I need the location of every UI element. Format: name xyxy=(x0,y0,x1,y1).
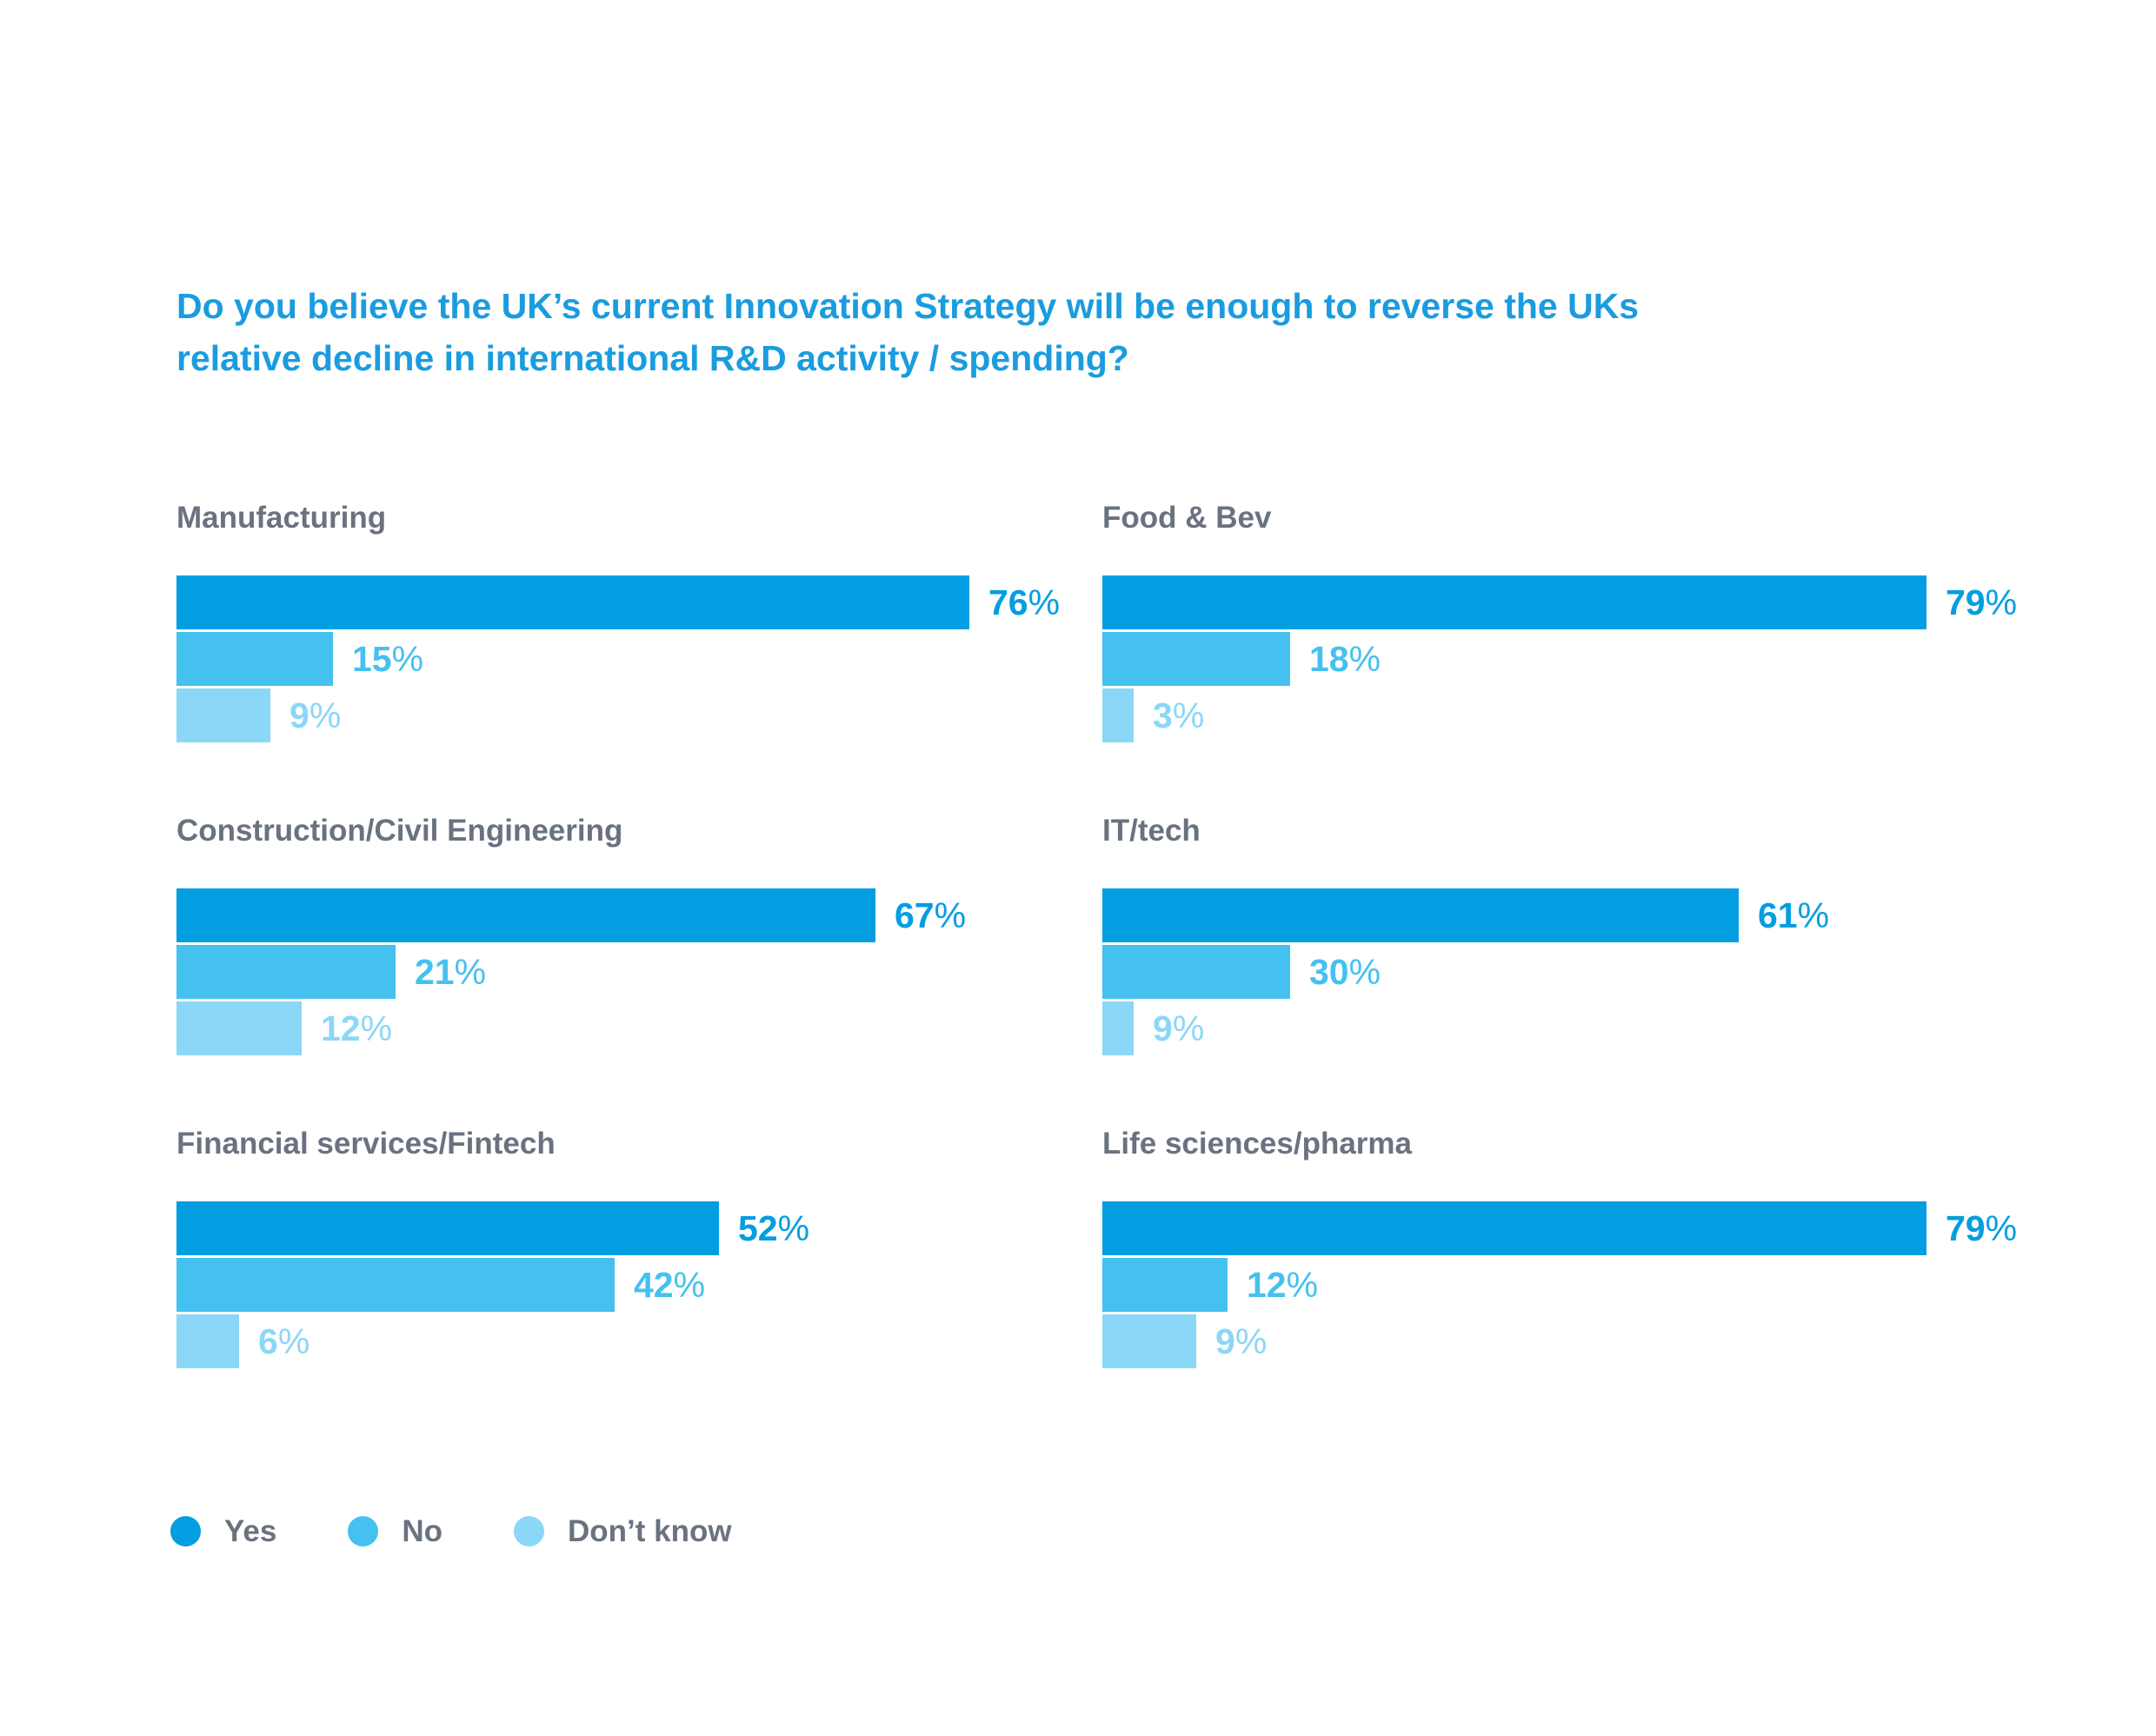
bar-yes xyxy=(1102,1201,1926,1255)
chart-title: Do you believe the UK’s current Innovati… xyxy=(176,280,1639,384)
bar-dont-know xyxy=(176,1001,302,1055)
bar-value-yes: 61% xyxy=(1758,895,1830,935)
bar-row-no: 15% xyxy=(176,632,1063,686)
legend-label-no: No xyxy=(402,1514,443,1548)
bar-dont-know xyxy=(1102,1314,1196,1368)
bar-no xyxy=(176,945,396,999)
bar-row-yes: 79% xyxy=(1102,575,2017,629)
panel-title: Life sciences/pharma xyxy=(1102,1127,1412,1161)
bar-row-dont-know: 9% xyxy=(1102,1001,1989,1055)
bar-value-dont-know: 6% xyxy=(258,1321,310,1361)
bar-group: 76% 15% 9% xyxy=(176,575,1063,742)
legend-item-dont-know: Don’t know xyxy=(514,1516,732,1546)
panel-financial-services-fintech: Financial services/Fintech 52% 42% 6% xyxy=(176,1126,1063,1368)
bar-row-dont-know: 12% xyxy=(176,1001,1063,1055)
bar-yes xyxy=(176,888,875,942)
bar-value-dont-know: 9% xyxy=(289,695,342,735)
bar-value-yes: 52% xyxy=(738,1208,810,1248)
bar-row-no: 12% xyxy=(1102,1258,1989,1312)
bar-yes xyxy=(1102,888,1739,942)
panel-manufacturing: Manufacturing 76% 15% 9% xyxy=(176,500,1063,742)
bar-value-yes: 79% xyxy=(1946,582,2018,622)
panel-title: Food & Bev xyxy=(1102,501,1272,535)
bar-value-no: 18% xyxy=(1309,639,1381,679)
panel-title: Manufacturing xyxy=(176,501,387,535)
bar-row-dont-know: 3% xyxy=(1102,688,1989,742)
bar-row-dont-know: 9% xyxy=(176,688,1063,742)
bar-no xyxy=(176,1258,615,1312)
legend-item-no: No xyxy=(348,1516,443,1546)
legend-dot-dont-know xyxy=(514,1516,545,1546)
panel-food-and-bev: Food & Bev 79% 18% 3% xyxy=(1102,500,2017,742)
bar-value-dont-know: 9% xyxy=(1153,1008,1205,1048)
bar-row-no: 30% xyxy=(1102,945,1989,999)
bar-dont-know xyxy=(176,1314,239,1368)
bar-group: 61% 30% 9% xyxy=(1102,888,1989,1055)
bar-row-yes: 52% xyxy=(176,1201,1063,1255)
bar-value-no: 12% xyxy=(1247,1265,1319,1305)
bar-value-no: 30% xyxy=(1309,952,1381,992)
panel-construction-civil-engineering: Construction/Civil Engineering 67% 21% 1… xyxy=(176,813,1063,1055)
legend: Yes No Don’t know xyxy=(170,1516,732,1546)
bar-value-dont-know: 12% xyxy=(321,1008,393,1048)
bar-group: 67% 21% 12% xyxy=(176,888,1063,1055)
bar-dont-know xyxy=(1102,688,1134,742)
bar-value-dont-know: 3% xyxy=(1153,695,1205,735)
panel-life-sciences-pharma: Life sciences/pharma 79% 12% 9% xyxy=(1102,1126,2017,1368)
bar-group: 52% 42% 6% xyxy=(176,1201,1063,1368)
bar-value-no: 42% xyxy=(634,1265,706,1305)
panel-title: IT/tech xyxy=(1102,814,1201,848)
bar-no xyxy=(176,632,333,686)
chart-title-line1: Do you believe the UK’s current Innovati… xyxy=(176,286,1640,326)
legend-label-yes: Yes xyxy=(224,1514,277,1548)
bar-value-no: 21% xyxy=(415,952,487,992)
panel-it-tech: IT/tech 61% 30% 9% xyxy=(1102,813,1989,1055)
bar-dont-know xyxy=(176,688,270,742)
panel-title: Financial services/Fintech xyxy=(176,1127,556,1161)
bar-value-yes: 67% xyxy=(895,895,967,935)
bar-value-dont-know: 9% xyxy=(1215,1321,1268,1361)
bar-row-no: 21% xyxy=(176,945,1063,999)
legend-dot-yes xyxy=(170,1516,201,1546)
chart-title-line2: relative decline in international R&D ac… xyxy=(176,338,1129,378)
bar-no xyxy=(1102,632,1290,686)
panel-title: Construction/Civil Engineering xyxy=(176,814,623,848)
bar-row-yes: 61% xyxy=(1102,888,1989,942)
bar-row-yes: 79% xyxy=(1102,1201,2017,1255)
legend-item-yes: Yes xyxy=(170,1516,276,1546)
bar-group: 79% 18% 3% xyxy=(1102,575,2017,742)
bar-row-dont-know: 6% xyxy=(176,1314,1063,1368)
legend-label-dont-know: Don’t know xyxy=(568,1514,732,1548)
bar-row-dont-know: 9% xyxy=(1102,1314,1989,1368)
bar-row-yes: 67% xyxy=(176,888,1063,942)
bar-dont-know xyxy=(1102,1001,1134,1055)
bar-group: 79% 12% 9% xyxy=(1102,1201,2017,1368)
bar-value-no: 15% xyxy=(352,639,424,679)
bar-value-yes: 79% xyxy=(1946,1208,2018,1248)
bar-yes xyxy=(176,1201,719,1255)
bar-value-yes: 76% xyxy=(988,582,1061,622)
legend-dot-no xyxy=(348,1516,379,1546)
bar-no xyxy=(1102,945,1290,999)
bar-yes xyxy=(176,575,969,629)
bar-row-no: 18% xyxy=(1102,632,1989,686)
bar-no xyxy=(1102,1258,1228,1312)
bar-yes xyxy=(1102,575,1926,629)
bar-row-no: 42% xyxy=(176,1258,1063,1312)
bar-row-yes: 76% xyxy=(176,575,1063,629)
